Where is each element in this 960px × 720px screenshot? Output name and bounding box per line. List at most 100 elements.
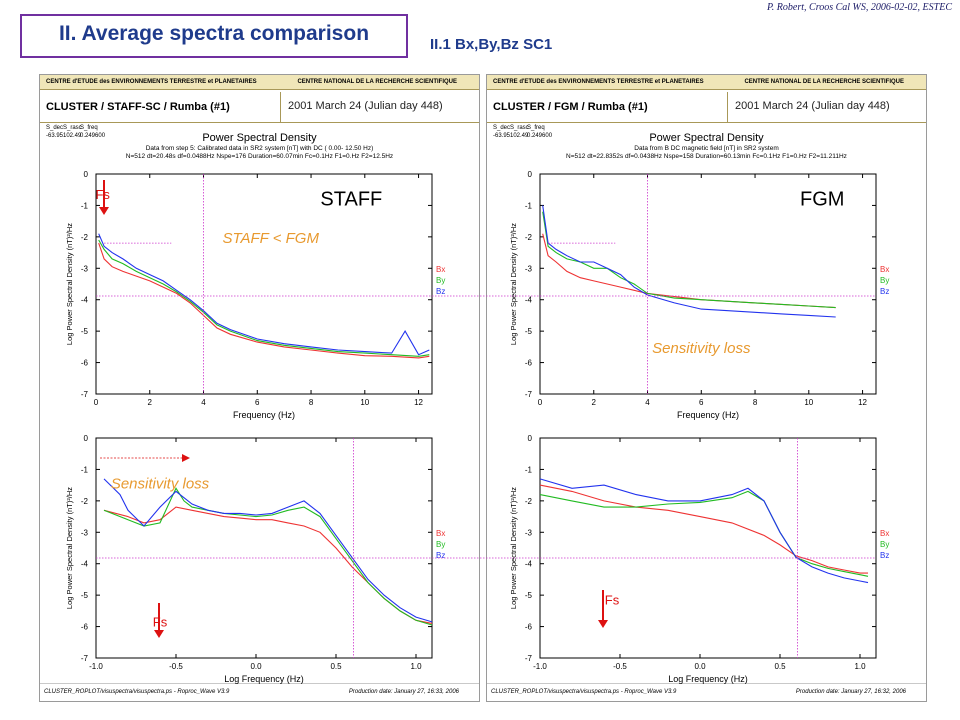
y-tick-label: -6 bbox=[81, 623, 89, 632]
sensitivity-loss-note: Sensitivity loss bbox=[111, 475, 210, 492]
y-tick-label: -1 bbox=[81, 465, 89, 474]
x-tick-label: 12 bbox=[858, 398, 867, 407]
divider bbox=[280, 92, 281, 122]
x-tick-label: 10 bbox=[360, 398, 369, 407]
x-tick-label: 2 bbox=[148, 398, 153, 407]
y-tick-label: -2 bbox=[525, 497, 533, 506]
author-credit: P. Robert, Croos Cal WS, 2006-02-02, EST… bbox=[766, 2, 952, 13]
y-tick-label: -7 bbox=[81, 390, 89, 399]
fs-label: Fs bbox=[153, 615, 168, 630]
x-tick-label: 4 bbox=[645, 398, 650, 407]
y-tick-label: -3 bbox=[81, 264, 89, 273]
x-tick-label: 1.0 bbox=[410, 662, 422, 671]
legend-bz: Bz bbox=[436, 551, 445, 560]
instrument-name: CLUSTER / STAFF-SC / Rumba (#1) bbox=[46, 101, 230, 113]
sensitivity-loss-note: Sensitivity loss bbox=[652, 340, 751, 357]
x-tick-label: 1.0 bbox=[854, 662, 866, 671]
y-tick-label: -1 bbox=[525, 465, 533, 474]
instrument-name: CLUSTER / FGM / Rumba (#1) bbox=[493, 101, 648, 113]
y-tick-label: -2 bbox=[81, 233, 89, 242]
y-tick-label: 0 bbox=[528, 434, 533, 443]
param-value: 0.249600 bbox=[80, 133, 106, 139]
x-tick-label: 8 bbox=[309, 398, 314, 407]
y-tick-label: -5 bbox=[81, 327, 89, 336]
series-bz bbox=[539, 478, 869, 584]
series-by bbox=[542, 211, 836, 309]
x-tick-label: 10 bbox=[804, 398, 813, 407]
x-tick-label: 0 bbox=[94, 398, 99, 407]
x-tick-label: -1.0 bbox=[89, 662, 103, 671]
divider bbox=[727, 92, 728, 122]
info-line: N=512 dt=20.48s df=0.0488Hz Nspe=176 Dur… bbox=[125, 153, 394, 160]
param-label: S_freq bbox=[80, 125, 98, 131]
series-bz bbox=[103, 478, 433, 623]
param-label: S_rasc bbox=[510, 125, 529, 131]
param-label: S_dec bbox=[493, 125, 511, 131]
staff-label: STAFF bbox=[320, 188, 382, 210]
x-tick-label: -0.5 bbox=[613, 662, 627, 671]
x-tick-label: 0.5 bbox=[774, 662, 786, 671]
y-tick-label: 0 bbox=[84, 170, 89, 179]
x-tick-label: 12 bbox=[414, 398, 423, 407]
legend-bz: Bz bbox=[436, 287, 445, 296]
fs-label: Fs bbox=[605, 593, 620, 608]
fs-arrow-staff-log-head bbox=[154, 630, 164, 638]
series-by bbox=[539, 490, 869, 577]
slide-subtitle: II.1 Bx,By,Bz SC1 bbox=[430, 36, 553, 53]
x-tick-label: 0.0 bbox=[250, 662, 262, 671]
x-tick-label: 4 bbox=[201, 398, 206, 407]
fs-arrow-staff-head bbox=[99, 207, 109, 215]
plot-frame bbox=[539, 173, 877, 395]
institution-banner: CENTRE d'ETUDE des ENVIRONNEMENTS TERRES… bbox=[487, 75, 926, 90]
fs-label: Fs bbox=[95, 187, 110, 202]
run-info: Data from step 5: Calibrated data in SR2… bbox=[40, 145, 479, 161]
x-tick-label: -1.0 bbox=[533, 662, 547, 671]
y-tick-label: -3 bbox=[525, 528, 533, 537]
y-tick-label: -4 bbox=[81, 296, 89, 305]
series-bx bbox=[539, 484, 868, 574]
x-axis-label: Frequency (Hz) bbox=[677, 410, 739, 420]
footer-divider bbox=[40, 683, 479, 684]
y-axis-label: Log Power Spectral Density (nT)²/Hz bbox=[65, 223, 74, 345]
param-value: 102.49 bbox=[510, 133, 529, 139]
x-tick-label: 0.0 bbox=[694, 662, 706, 671]
y-tick-label: -1 bbox=[81, 201, 89, 210]
series-by bbox=[98, 239, 430, 357]
x-tick-label: 6 bbox=[699, 398, 704, 407]
footer-date: Production date: January 27, 16:32, 2006 bbox=[795, 689, 906, 695]
staff-fgm-note: STAFF < FGM bbox=[222, 230, 319, 247]
x-axis-label: Log Frequency (Hz) bbox=[668, 674, 748, 684]
institution-left: CENTRE d'ETUDE des ENVIRONNEMENTS TERRES… bbox=[46, 79, 257, 85]
x-tick-label: 0.5 bbox=[330, 662, 342, 671]
y-tick-label: -6 bbox=[525, 359, 533, 368]
institution-left: CENTRE d'ETUDE des ENVIRONNEMENTS TERRES… bbox=[493, 79, 704, 85]
footer-date: Production date: January 27, 16:33, 2006 bbox=[348, 689, 459, 695]
series-bz bbox=[542, 205, 836, 318]
legend-bx: Bx bbox=[880, 265, 889, 274]
y-tick-label: -2 bbox=[81, 497, 89, 506]
plot-frame bbox=[95, 173, 433, 395]
legend-bx: Bx bbox=[436, 529, 445, 538]
info-line: N=512 dt=22.8352s df=0.0438Hz Nspe=158 D… bbox=[566, 153, 847, 160]
param-value: 102.49 bbox=[63, 133, 82, 139]
institution-banner: CENTRE d'ETUDE des ENVIRONNEMENTS TERRES… bbox=[40, 75, 479, 90]
legend-bx: Bx bbox=[436, 265, 445, 274]
y-tick-label: -6 bbox=[525, 623, 533, 632]
info-line: Data from step 5: Calibrated data in SR2… bbox=[145, 145, 374, 152]
params-block: S_dec S_rasc S_freq -63.95 102.49 0.249600 bbox=[493, 124, 552, 140]
x-axis-label: Frequency (Hz) bbox=[233, 410, 295, 420]
param-value: -63.95 bbox=[493, 133, 511, 139]
chart-staff-linear: 0 2 4 6 8 10 12 0 -1 -2 -3 -4 -5 -6 -7 Frequency (Hz) Lo… bbox=[65, 170, 445, 420]
legend-bx: Bx bbox=[880, 529, 889, 538]
fgm-label: FGM bbox=[800, 188, 844, 210]
y-tick-label: -2 bbox=[525, 233, 533, 242]
y-tick-label: -5 bbox=[525, 327, 533, 336]
observation-date: 2001 March 24 (Julian day 448) bbox=[735, 100, 890, 112]
y-tick-label: -5 bbox=[81, 591, 89, 600]
footer-divider bbox=[487, 683, 926, 684]
x-tick-label: -0.5 bbox=[169, 662, 183, 671]
legend-by: By bbox=[436, 276, 445, 285]
instrument-bar: CLUSTER / STAFF-SC / Rumba (#1) 2001 Mar… bbox=[40, 92, 479, 123]
x-tick-label: 0 bbox=[538, 398, 543, 407]
